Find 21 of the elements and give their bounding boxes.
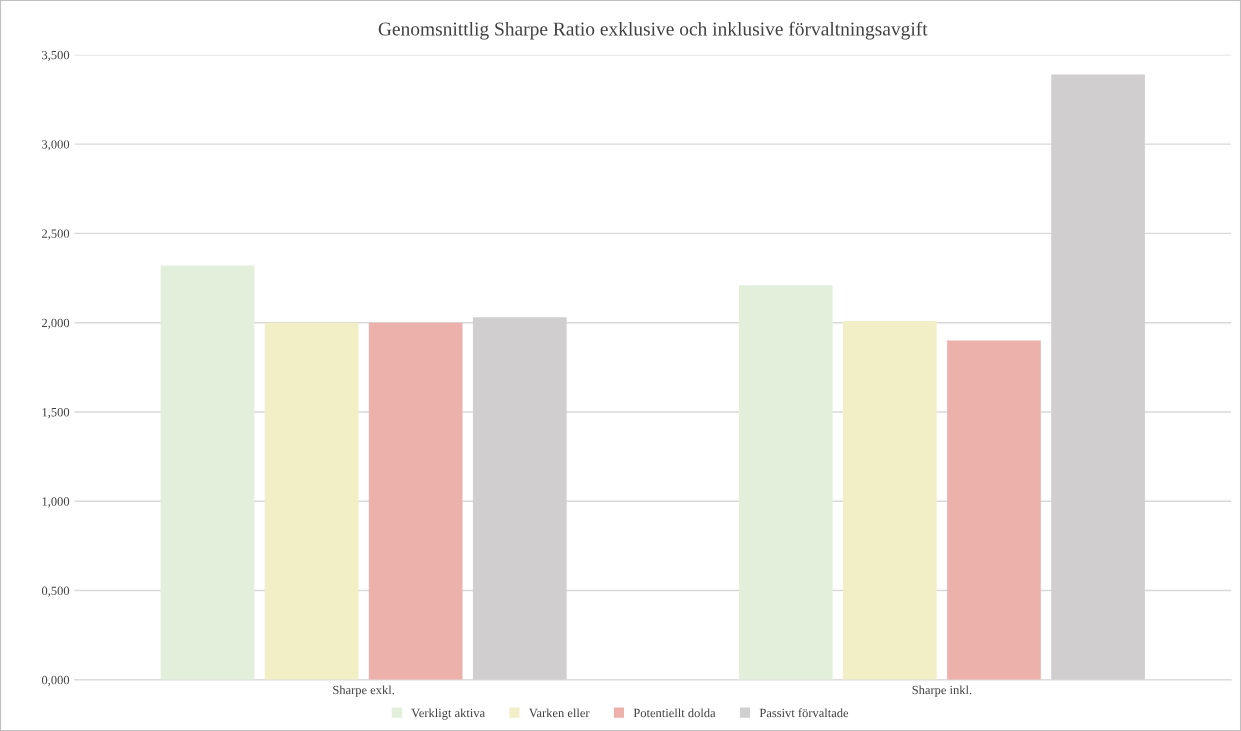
y-tick-label: 1,500 xyxy=(42,408,70,419)
legend-label: Potentiellt dolda xyxy=(633,708,716,718)
y-tick-label: 2,500 xyxy=(42,229,70,240)
bar xyxy=(264,322,359,680)
y-tick-label: 0,000 xyxy=(41,675,70,687)
x-tick-label: Sharpe exkl. xyxy=(333,685,395,697)
y-tick-label: 3,000 xyxy=(42,140,70,151)
legend-label: Verkligt aktiva xyxy=(411,708,485,720)
bar xyxy=(843,320,937,680)
bar xyxy=(947,340,1041,680)
x-tick-label: Sharpe inkl. xyxy=(912,685,972,697)
bar xyxy=(368,322,463,680)
bar xyxy=(738,285,833,680)
bar xyxy=(160,265,255,680)
y-tick-label: 3,500 xyxy=(42,50,70,62)
legend-label: Passivt förvaltade xyxy=(759,708,849,718)
y-tick-label: 0,500 xyxy=(41,586,70,597)
y-tick-label: 1,000 xyxy=(42,497,70,508)
chart-title: Genomsnittlig Sharpe Ratio exklusive och inklusive förvaltningsavgift xyxy=(378,21,928,40)
legend-label: Varken eller xyxy=(529,708,590,718)
y-tick-label: 2,000 xyxy=(42,318,70,329)
